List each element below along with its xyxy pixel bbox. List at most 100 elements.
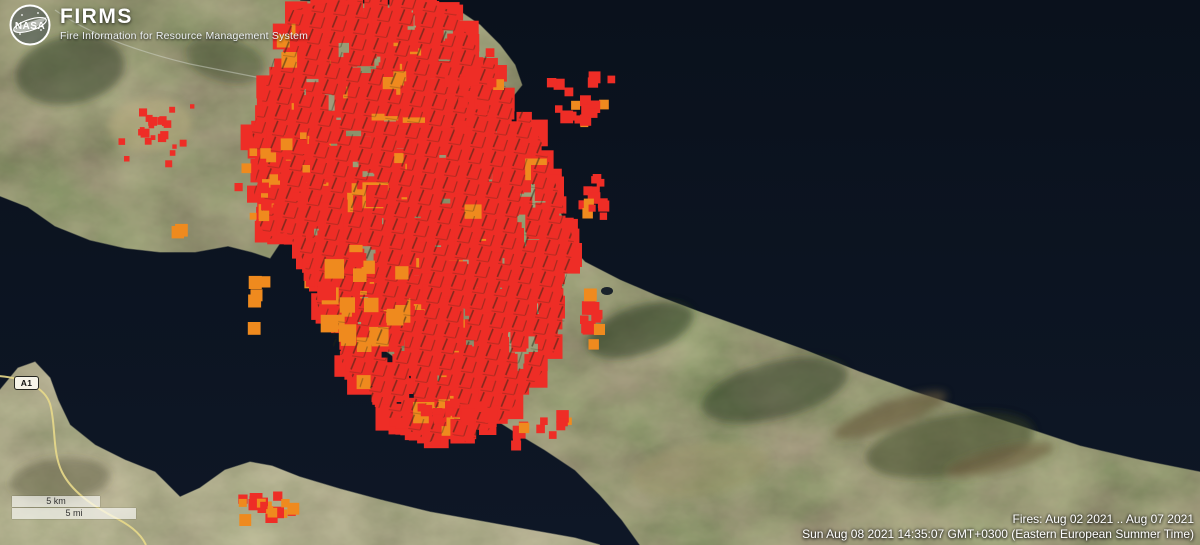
fire-pixel	[268, 188, 275, 196]
fire-pixel	[511, 440, 522, 451]
star-icon	[19, 33, 21, 35]
fire-pixel	[140, 128, 150, 138]
fire-pixel	[165, 160, 173, 168]
fire-pixel	[461, 408, 475, 422]
fire-pixel	[474, 100, 484, 110]
fire-pixel	[579, 114, 592, 126]
app-header: NASA FIRMS Fire Information for Resource…	[8, 3, 308, 47]
road-badge-a1: A1	[14, 376, 39, 390]
fire-pixel	[463, 91, 473, 101]
fire-pixel	[588, 186, 600, 198]
fire-pixel	[305, 233, 313, 241]
fire-pixel	[459, 76, 471, 88]
fire-pixel	[248, 499, 260, 511]
fire-pixel	[454, 120, 467, 133]
fire-pixel	[261, 199, 272, 211]
fire-pixel	[300, 195, 308, 204]
fire-pixel	[588, 108, 598, 118]
fire-pixel	[266, 152, 277, 163]
fire-pixel	[248, 294, 262, 308]
fire-pixel	[302, 165, 310, 173]
fire-pixel	[564, 87, 574, 97]
fire-pixel	[395, 266, 409, 280]
fire-pixel	[433, 408, 443, 418]
fire-pixel	[479, 101, 489, 111]
fire-pixel	[598, 201, 607, 210]
fire-pixel	[273, 491, 283, 501]
fire-pixel	[588, 71, 601, 84]
fire-pixel	[581, 320, 594, 334]
scale-mi: 5 mi	[12, 508, 136, 519]
fire-pixel	[395, 417, 407, 429]
fire-pixel	[553, 78, 565, 90]
fire-pixel	[269, 174, 280, 185]
fire-pixel	[536, 424, 545, 434]
fire-pixel	[420, 404, 433, 417]
fire-pixel	[583, 198, 594, 209]
fire-pixel	[169, 150, 176, 156]
fire-pixel	[248, 275, 262, 289]
fire-pixel	[584, 288, 597, 302]
fire-pixel	[433, 414, 443, 424]
fire-pixel	[487, 78, 497, 88]
fire-pixel	[578, 200, 588, 210]
fire-pixel	[485, 48, 495, 57]
fire-pixel	[574, 115, 583, 124]
fire-pixel	[317, 281, 336, 301]
fire-pixel	[593, 323, 605, 335]
fire-pixel	[445, 407, 454, 416]
fire-pixel	[493, 79, 504, 90]
star-icon	[37, 12, 39, 14]
fire-pixel	[260, 148, 271, 159]
fire-pixel	[139, 108, 148, 117]
fire-pixel	[548, 431, 557, 439]
fire-pixel	[234, 183, 243, 192]
fire-pixel	[169, 106, 176, 113]
fire-pixel	[300, 144, 311, 154]
fire-pixel	[338, 324, 357, 342]
fire-pixel	[281, 499, 290, 508]
fire-pixel	[249, 148, 258, 156]
fire-pixel	[348, 252, 364, 267]
harbor-inlet	[601, 287, 613, 295]
nasa-logo[interactable]: NASA	[8, 3, 52, 47]
landmass-southwest-mainland	[0, 361, 601, 545]
fire-pixel	[247, 322, 261, 335]
fire-pixel	[607, 75, 616, 84]
scale-km: 5 km	[12, 496, 100, 507]
fire-pixel	[581, 104, 593, 116]
fire-pixel	[179, 139, 187, 147]
fire-pixel	[476, 401, 488, 412]
fire-pixel	[287, 502, 300, 515]
fire-pixel	[320, 314, 339, 333]
fire-pixel	[465, 68, 478, 80]
fire-pixel	[260, 501, 268, 510]
fire-pixel	[241, 163, 252, 174]
fire-pixel	[444, 75, 457, 88]
fire-pixel	[583, 186, 593, 196]
fire-pixel	[124, 156, 130, 162]
road-a1-highway	[0, 375, 147, 545]
fire-pixel	[560, 110, 574, 124]
fire-pixel	[450, 398, 460, 409]
fire-pixel	[190, 104, 195, 109]
fire-pixel	[258, 210, 270, 222]
nasa-logo-text: NASA	[15, 21, 45, 32]
fire-pixel	[389, 417, 399, 427]
fire-pixel	[280, 138, 293, 151]
fire-pixel	[540, 417, 548, 425]
fire-pixel	[474, 57, 484, 66]
wing-icon	[13, 17, 47, 32]
fire-pixel	[175, 223, 188, 237]
star-icon	[40, 29, 42, 31]
fire-pixel	[261, 190, 268, 198]
fire-pixel	[518, 422, 530, 434]
fire-pixel	[556, 421, 566, 431]
fire-pixel	[546, 78, 557, 88]
fire-pixel	[458, 98, 468, 108]
fire-pixel	[160, 131, 169, 140]
fire-pixel	[587, 77, 599, 88]
fire-pixel	[588, 204, 596, 212]
